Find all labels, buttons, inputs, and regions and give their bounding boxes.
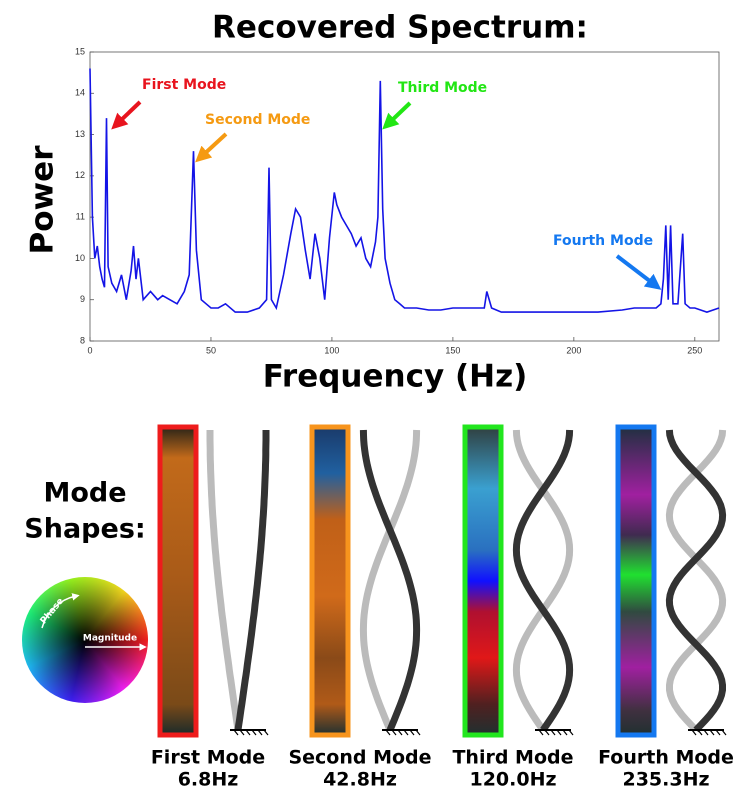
mode-base-hatch bbox=[239, 729, 245, 736]
y-tick-label: 11 bbox=[76, 212, 85, 222]
mode-base-hatch bbox=[568, 729, 574, 736]
mode-base-hatch bbox=[538, 729, 544, 736]
mode-base-hatch bbox=[556, 729, 562, 736]
mode-base-hatch bbox=[385, 729, 391, 736]
mode-base-hatch bbox=[709, 729, 715, 736]
mode-base-hatch bbox=[721, 729, 727, 736]
y-tick-label: 12 bbox=[75, 170, 85, 180]
mode-base-hatch bbox=[415, 729, 421, 736]
mode-base-hatch bbox=[562, 729, 568, 736]
phase-label: Phase bbox=[39, 596, 66, 626]
mode-base-hatch bbox=[544, 729, 550, 736]
mode-base-hatch bbox=[391, 729, 397, 736]
mode-name: Second Mode bbox=[288, 747, 431, 769]
mode-image bbox=[309, 424, 351, 738]
mode-shape-curve bbox=[665, 429, 727, 733]
mode-image bbox=[615, 424, 657, 738]
mode-name: Third Mode bbox=[452, 747, 573, 769]
annotation-arrow bbox=[195, 132, 228, 163]
mode-base-hatch bbox=[691, 729, 697, 736]
mode-base-hatch bbox=[403, 729, 409, 736]
mode-image bbox=[157, 424, 199, 738]
magnitude-label: Magnitude bbox=[83, 634, 137, 644]
y-tick-label: 9 bbox=[80, 294, 85, 304]
mode-base-hatch bbox=[257, 729, 263, 736]
y-tick-label: 15 bbox=[75, 46, 85, 56]
mode-frequency: 42.8Hz bbox=[323, 769, 397, 791]
mode-base-hatch bbox=[251, 729, 257, 736]
annotation: First Mode bbox=[142, 77, 226, 93]
mode-base-hatch bbox=[550, 729, 556, 736]
x-tick-label: 200 bbox=[566, 345, 581, 355]
y-tick-label: 13 bbox=[75, 129, 85, 139]
mode-base-hatch bbox=[697, 729, 703, 736]
mode-shape-curve bbox=[234, 430, 270, 731]
y-tick-label: 14 bbox=[75, 88, 85, 98]
annotation-arrow bbox=[382, 101, 412, 130]
mode-base-hatch bbox=[233, 729, 239, 736]
mode-frequency: 120.0Hz bbox=[469, 769, 556, 791]
x-tick-label: 50 bbox=[206, 345, 216, 355]
mode-shape-curve bbox=[512, 429, 574, 733]
plot-frame bbox=[89, 51, 720, 342]
chart-title: Recovered Spectrum: bbox=[212, 10, 588, 46]
annotation: Second Mode bbox=[205, 112, 310, 128]
mode-name: Fourth Mode bbox=[598, 747, 734, 769]
mode-base-hatch bbox=[397, 729, 403, 736]
mode-shape-curve bbox=[512, 429, 574, 733]
mode-shapes-label: Shapes: bbox=[24, 514, 145, 545]
mode-shape-curve bbox=[206, 430, 242, 731]
annotation: Fourth Mode bbox=[553, 233, 653, 249]
y-tick-label: 8 bbox=[80, 335, 85, 345]
x-tick-label: 0 bbox=[87, 345, 92, 355]
annotation: Third Mode bbox=[398, 80, 487, 96]
mode-image bbox=[462, 424, 504, 738]
annotation-arrow bbox=[111, 100, 142, 130]
x-axis-label: Frequency (Hz) bbox=[263, 359, 528, 395]
mode-base-hatch bbox=[409, 729, 415, 736]
mode-shape-curve bbox=[359, 429, 421, 732]
y-tick-label: 10 bbox=[75, 253, 85, 263]
mode-frequency: 235.3Hz bbox=[622, 769, 709, 791]
spectrum-line bbox=[89, 68, 720, 313]
annotation-arrow bbox=[615, 254, 662, 290]
mode-base-hatch bbox=[703, 729, 709, 736]
mode-shapes-label: Mode bbox=[43, 478, 126, 509]
mode-name: First Mode bbox=[151, 747, 265, 769]
x-tick-label: 100 bbox=[324, 345, 339, 355]
mode-base-hatch bbox=[263, 729, 269, 736]
mode-shape-curve bbox=[665, 429, 727, 733]
x-tick-label: 250 bbox=[687, 345, 702, 355]
mode-shape-curve bbox=[359, 429, 421, 732]
x-tick-label: 150 bbox=[445, 345, 460, 355]
mode-frequency: 6.8Hz bbox=[178, 769, 239, 791]
color-wheel bbox=[22, 577, 148, 703]
y-axis-label: Power bbox=[25, 145, 61, 255]
mode-base-hatch bbox=[245, 729, 251, 736]
mode-base-hatch bbox=[715, 729, 721, 736]
phase-arrow bbox=[41, 593, 80, 629]
